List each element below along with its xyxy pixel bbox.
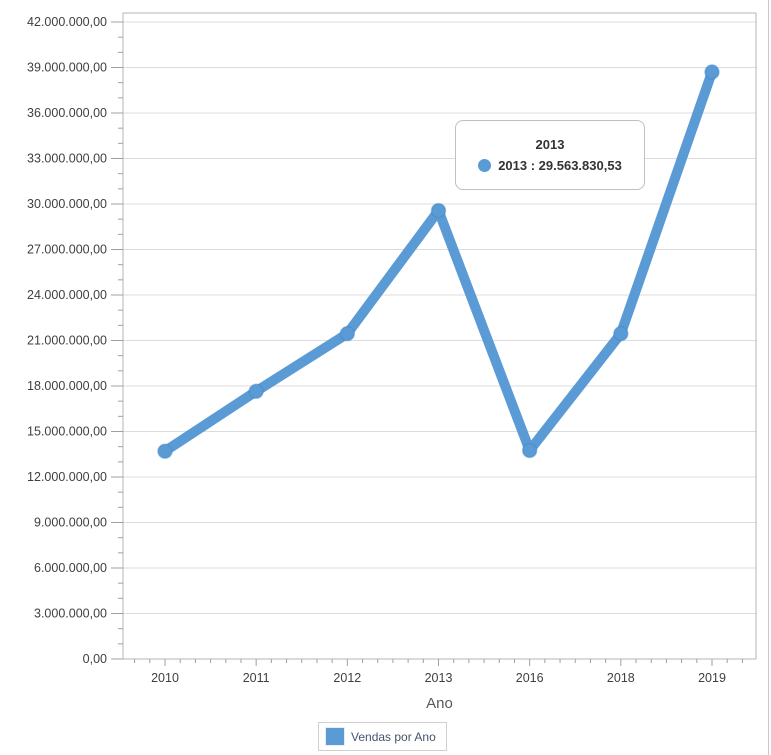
svg-text:2011: 2011	[243, 671, 270, 685]
legend-swatch-icon	[325, 727, 345, 746]
series-marker-icon	[478, 159, 492, 172]
svg-text:2016: 2016	[516, 671, 544, 685]
svg-text:2018: 2018	[607, 671, 635, 685]
svg-text:39.000.000,00: 39.000.000,00	[27, 61, 107, 75]
svg-text:12.000.000,00: 12.000.000,00	[27, 470, 107, 484]
svg-text:2012: 2012	[333, 671, 361, 685]
svg-text:21.000.000,00: 21.000.000,00	[27, 334, 107, 348]
tooltip: 2013 2013 : 29.563.830,53	[455, 120, 645, 190]
svg-text:42.000.000,00: 42.000.000,00	[27, 15, 107, 29]
window-border	[768, 0, 769, 755]
tooltip-title: 2013	[535, 137, 565, 152]
svg-text:33.000.000,00: 33.000.000,00	[27, 152, 107, 166]
x-axis-title: Ano	[426, 695, 453, 712]
svg-text:30.000.000,00: 30.000.000,00	[27, 197, 107, 211]
svg-text:36.000.000,00: 36.000.000,00	[27, 106, 107, 120]
svg-text:27.000.000,00: 27.000.000,00	[27, 243, 107, 257]
svg-text:6.000.000,00: 6.000.000,00	[34, 561, 107, 575]
svg-text:3.000.000,00: 3.000.000,00	[34, 607, 107, 621]
tooltip-value: 2013 : 29.563.830,53	[498, 158, 622, 173]
legend-label: Vendas por Ano	[351, 729, 436, 744]
svg-text:2010: 2010	[151, 671, 179, 685]
svg-text:15.000.000,00: 15.000.000,00	[27, 425, 107, 439]
tooltip-value-row: 2013 : 29.563.830,53	[478, 158, 622, 173]
svg-text:24.000.000,00: 24.000.000,00	[27, 288, 107, 302]
legend-item[interactable]: Vendas por Ano	[318, 722, 447, 751]
svg-text:0,00: 0,00	[83, 652, 107, 666]
svg-text:2019: 2019	[698, 671, 726, 685]
svg-text:9.000.000,00: 9.000.000,00	[34, 516, 107, 530]
svg-text:18.000.000,00: 18.000.000,00	[27, 379, 107, 393]
svg-text:2013: 2013	[425, 671, 453, 685]
